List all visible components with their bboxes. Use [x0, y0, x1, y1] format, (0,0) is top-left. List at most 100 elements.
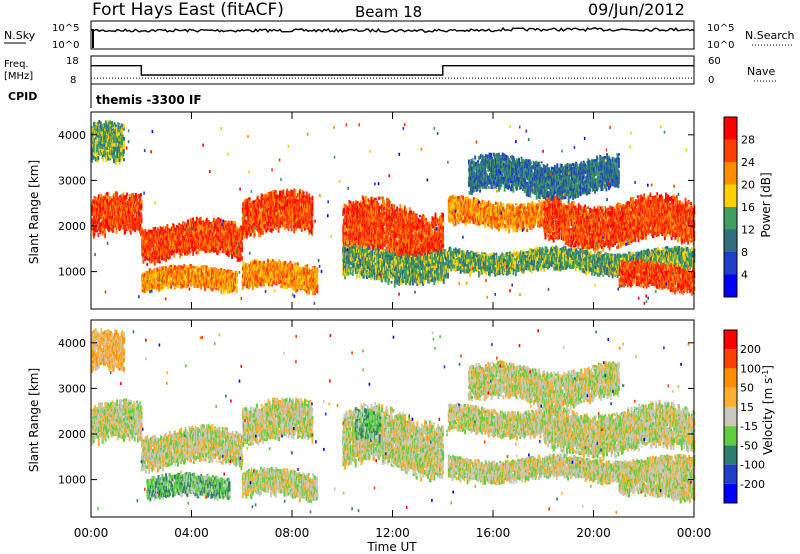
power-cell	[187, 220, 189, 224]
cpid-label: CPID	[8, 90, 37, 103]
freq-series	[91, 66, 694, 78]
power-cell	[163, 226, 165, 229]
power-cell	[97, 129, 99, 132]
power-cell	[141, 200, 143, 204]
power-cell	[100, 122, 102, 125]
power-cell	[140, 193, 142, 197]
power-cell	[116, 229, 118, 234]
power-cell	[170, 246, 172, 248]
power-cell	[173, 254, 175, 259]
freq-panel: Freq. [MHz] 18 8 60 0 Nave	[4, 56, 776, 86]
power-cell	[229, 291, 231, 294]
nave-tick-bottom: 0	[708, 75, 714, 86]
nave-tick-top: 60	[708, 56, 721, 67]
power-cell	[100, 194, 102, 198]
power-cell	[241, 242, 243, 244]
power-cell	[187, 285, 189, 287]
power-cell	[197, 251, 199, 255]
power-cell	[154, 256, 156, 259]
power-cell	[123, 158, 125, 161]
power-cell	[119, 159, 121, 163]
power-cell	[246, 235, 248, 238]
power-cell	[181, 253, 183, 256]
nsky-series	[91, 28, 694, 48]
power-cell	[102, 127, 104, 129]
nsky-line	[91, 28, 694, 32]
power-cell	[263, 194, 265, 198]
nsearch-tick-top: 10^5	[707, 23, 734, 34]
power-cell	[170, 265, 172, 267]
power-cell	[104, 231, 106, 234]
power-cell	[143, 230, 145, 233]
power-cell	[234, 221, 236, 224]
power-cell	[228, 255, 230, 257]
nsearch-label: N.Search	[745, 29, 795, 42]
power-cell	[119, 162, 121, 165]
power-cell	[123, 145, 125, 149]
power-cell	[113, 193, 115, 196]
cpid-panel: CPID themis -3300 IF	[8, 84, 202, 108]
power-cell	[153, 227, 155, 231]
power-cell	[220, 219, 222, 223]
power-cell	[177, 285, 179, 288]
power-cell	[124, 230, 126, 234]
power-cell	[115, 124, 117, 127]
beam-title: Beam 18	[355, 3, 422, 21]
power-cell	[111, 121, 113, 123]
power-cell	[94, 233, 96, 236]
power-cell	[118, 133, 120, 136]
nsky-label: N.Sky	[4, 29, 36, 42]
power-cell	[101, 124, 103, 127]
power-cell	[139, 210, 141, 212]
nsky-tick-top: 10^5	[52, 23, 79, 34]
power-cell	[227, 236, 229, 239]
power-cell	[97, 233, 99, 237]
power-cell	[231, 254, 233, 259]
power-cell	[124, 228, 126, 230]
power-cell	[126, 193, 128, 196]
power-cell	[262, 219, 264, 221]
nave-label: Nave	[747, 65, 775, 78]
power-cell	[202, 227, 204, 231]
freq-tick-top: 18	[66, 56, 79, 67]
power-cell	[227, 233, 229, 235]
power-cell	[100, 230, 102, 232]
power-cell	[192, 218, 194, 221]
power-cell	[122, 193, 124, 195]
nsky-tick-bottom: 10^0	[52, 40, 79, 51]
power-cell	[146, 263, 148, 266]
freq-tick-bottom: 8	[70, 75, 76, 86]
power-cell	[169, 255, 171, 259]
power-cell	[254, 233, 256, 236]
power-cell	[241, 244, 243, 248]
power-cell	[244, 217, 246, 221]
power-cell	[112, 208, 114, 210]
power-cell	[109, 158, 111, 160]
power-cell	[94, 154, 96, 156]
power-cell	[141, 203, 143, 208]
power-cell	[141, 208, 143, 210]
power-cell	[242, 222, 244, 226]
freq-line	[91, 66, 694, 75]
power-cell	[187, 223, 189, 226]
nsky-panel: N.Sky 10^5 10^0 10^5 10^0 N.Search	[4, 21, 795, 51]
power-cell	[136, 195, 138, 198]
power-cell	[118, 123, 120, 125]
power-cell	[123, 149, 125, 154]
power-cell	[130, 230, 132, 235]
power-cell	[117, 158, 119, 162]
power-cell	[236, 290, 238, 293]
power-cell	[257, 198, 259, 200]
power-cell	[169, 242, 171, 245]
power-cell	[116, 194, 118, 197]
power-cell	[120, 148, 122, 152]
freq-unit-label: [MHz]	[4, 71, 33, 82]
power-cell	[141, 214, 143, 218]
power-cell	[219, 247, 221, 251]
power-cell	[104, 233, 106, 238]
power-cell	[212, 288, 214, 292]
power-cell	[107, 158, 109, 161]
freq-label: Freq.	[4, 59, 29, 70]
power-cell	[220, 289, 222, 293]
